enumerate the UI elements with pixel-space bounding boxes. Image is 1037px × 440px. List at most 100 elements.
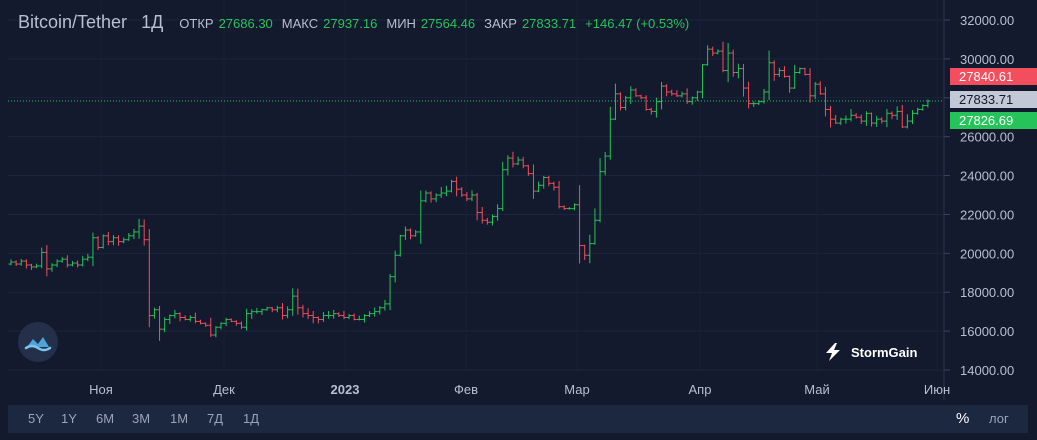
- range-1y-button[interactable]: 1Y: [61, 411, 77, 426]
- range-1m-button[interactable]: 1M: [170, 411, 189, 426]
- candle: [141, 219, 147, 246]
- candle: [669, 89, 675, 96]
- candle: [628, 86, 634, 104]
- candle: [725, 42, 731, 83]
- candle: [894, 106, 900, 120]
- range-3m-button[interactable]: 3M: [132, 411, 151, 426]
- candle: [136, 218, 142, 239]
- candle: [510, 151, 516, 168]
- low-value: 27564.46: [420, 16, 476, 31]
- candle: [746, 81, 752, 109]
- candle: [659, 81, 665, 110]
- candle: [192, 312, 198, 324]
- candle: [443, 185, 449, 197]
- candle: [341, 310, 347, 320]
- candle: [915, 107, 921, 115]
- candle: [346, 314, 352, 320]
- candle: [146, 229, 152, 328]
- candle: [408, 228, 414, 240]
- candle: [607, 106, 613, 160]
- candle: [162, 317, 168, 333]
- candle: [290, 288, 296, 316]
- candle: [356, 315, 362, 321]
- candle: [910, 110, 916, 124]
- range-7d-button[interactable]: 7Д: [207, 411, 224, 426]
- timeframe-label[interactable]: 1Д: [141, 12, 164, 32]
- candle: [121, 237, 127, 244]
- candle: [700, 63, 705, 99]
- candle: [474, 192, 480, 221]
- candle: [331, 309, 337, 319]
- x-tick-label: Дек: [213, 382, 235, 397]
- range-5y-button[interactable]: 5Y: [28, 411, 44, 426]
- candle: [8, 259, 14, 266]
- candle: [807, 68, 813, 103]
- candle: [776, 67, 782, 77]
- candle: [223, 317, 229, 327]
- candle: [592, 208, 598, 245]
- candle: [771, 60, 777, 81]
- low-label: МИН: [386, 16, 416, 31]
- candle: [751, 101, 757, 107]
- symbol-name[interactable]: Bitcoin/Tether: [18, 12, 128, 32]
- candle: [920, 104, 926, 111]
- candle: [90, 232, 96, 267]
- candle: [587, 234, 593, 264]
- candle: [18, 258, 24, 266]
- log-scale-button[interactable]: лог: [989, 411, 1009, 426]
- candle: [515, 156, 521, 166]
- brand-name: StormGain: [851, 344, 918, 360]
- candle: [438, 187, 444, 198]
- candle: [879, 117, 885, 124]
- candle: [244, 308, 250, 331]
- y-tick-label: 16000.00: [960, 324, 1014, 339]
- candle: [869, 112, 875, 127]
- last-price-tag: 27833.71: [950, 91, 1037, 108]
- candle: [110, 234, 116, 246]
- y-tick-label: 30000.00: [960, 52, 1014, 67]
- candle: [525, 164, 531, 176]
- chart-logo-button[interactable]: [18, 322, 58, 362]
- candle: [259, 308, 265, 316]
- candle: [643, 95, 649, 111]
- candle: [387, 274, 393, 311]
- candle: [838, 117, 844, 125]
- candle: [233, 320, 239, 326]
- ask-price-tag: 27840.61: [950, 68, 1037, 85]
- range-toolbar: 5Y 1Y 6M 3M 1M 7Д 1Д % лог: [8, 405, 1028, 433]
- candle: [392, 250, 398, 283]
- candle: [787, 75, 793, 93]
- time-axis: Ноя Дек 2023 Фев Мар Апр Май Июн: [89, 382, 950, 397]
- candle: [505, 155, 511, 176]
- candle: [239, 321, 244, 329]
- candle: [228, 318, 234, 323]
- candle: [418, 190, 424, 244]
- x-tick-label: Мар: [564, 382, 589, 397]
- candle: [39, 247, 45, 269]
- candle: [710, 46, 716, 57]
- candle: [546, 175, 552, 187]
- candle: [336, 312, 342, 317]
- candle: [705, 45, 711, 66]
- candle: [766, 50, 772, 100]
- candle: [433, 193, 439, 203]
- y-tick-label: 18000.00: [960, 285, 1014, 300]
- candle: [556, 181, 562, 209]
- candle: [151, 307, 157, 319]
- candle: [612, 83, 618, 121]
- candle: [735, 63, 741, 79]
- percent-scale-button[interactable]: %: [956, 410, 970, 427]
- candle: [694, 90, 700, 101]
- candle: [377, 306, 383, 315]
- x-tick-label: Апр: [689, 382, 712, 397]
- candle: [13, 260, 19, 266]
- high-value: 27937.16: [323, 16, 378, 31]
- candle: [320, 312, 326, 322]
- range-1d-button[interactable]: 1Д: [243, 411, 260, 426]
- candle: [367, 311, 373, 318]
- y-tick-label: 32000.00: [960, 13, 1014, 28]
- range-6m-button[interactable]: 6M: [96, 411, 115, 426]
- candle: [904, 114, 910, 129]
- candle: [126, 233, 132, 241]
